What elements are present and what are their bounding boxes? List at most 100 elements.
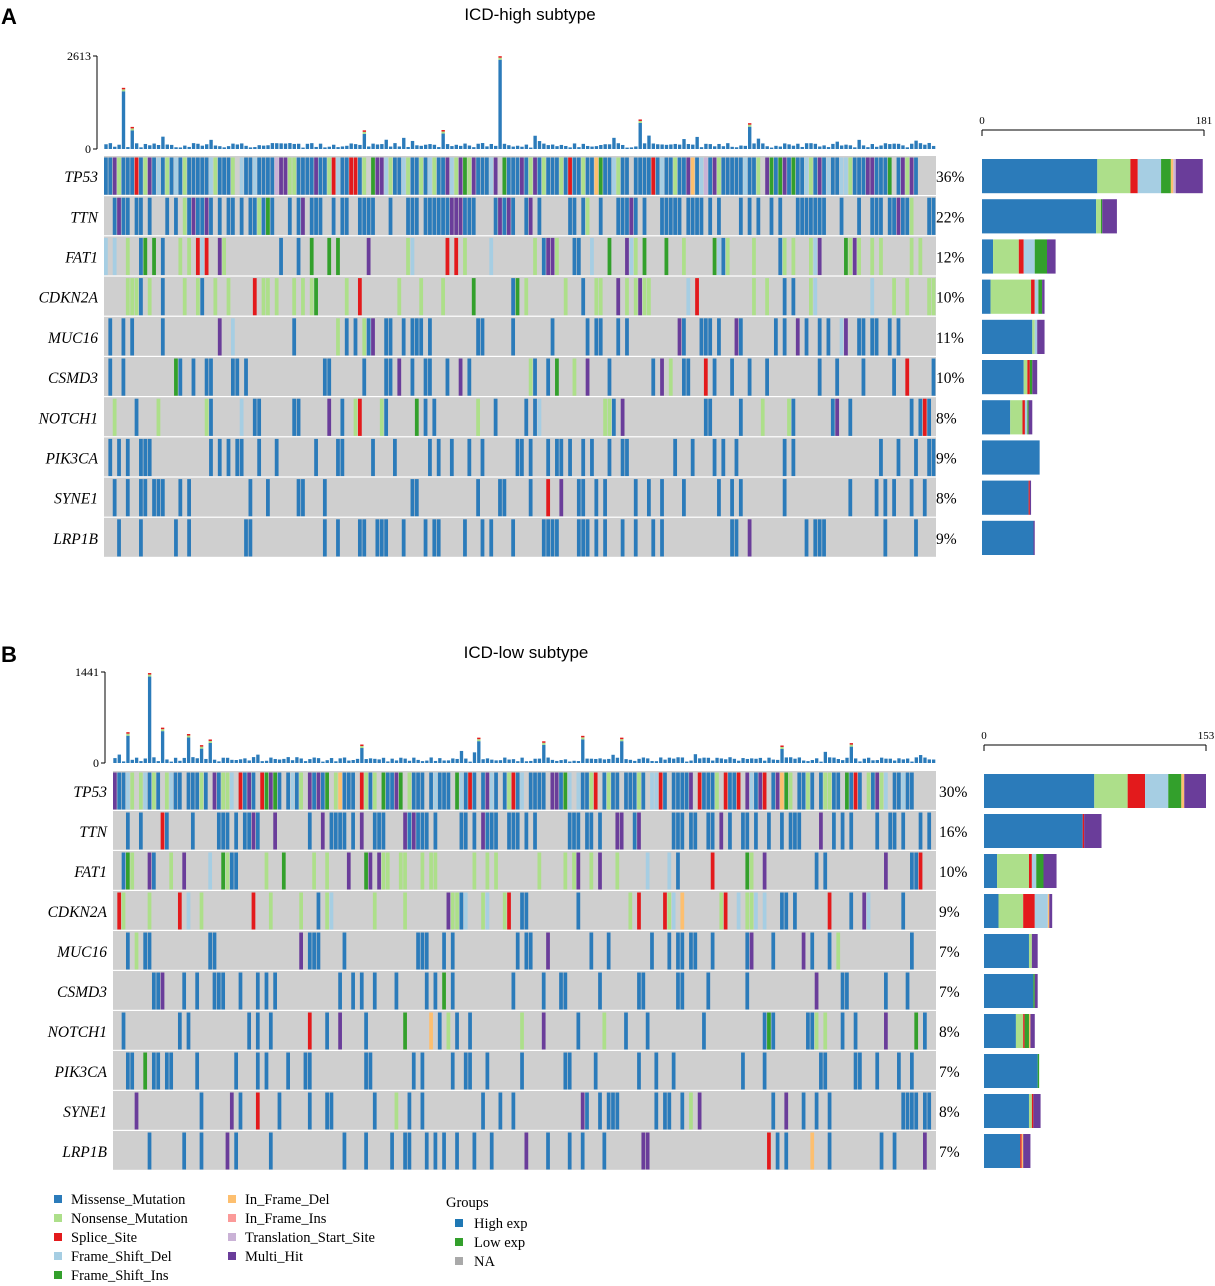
mutation-cell xyxy=(493,157,498,195)
mutation-cell xyxy=(238,1092,243,1130)
mutation-cell xyxy=(344,157,349,195)
mutation-cell xyxy=(397,358,402,396)
mutation-cell xyxy=(806,1012,810,1050)
mutation-cell xyxy=(436,438,441,477)
mutation-cell xyxy=(134,398,139,436)
tmb-bar xyxy=(861,145,866,149)
mutation-cell xyxy=(264,1052,269,1090)
mutation-cell xyxy=(502,197,507,235)
mutation-cell xyxy=(301,479,305,517)
mutation-cell xyxy=(585,772,589,810)
tmb-bar xyxy=(373,758,377,763)
mutation-cell xyxy=(283,157,288,195)
mutation-cell xyxy=(338,812,342,850)
tmb-bar xyxy=(248,147,253,149)
mutation-cell xyxy=(187,157,191,195)
mutation-cell xyxy=(130,1052,135,1090)
mutation-cell xyxy=(472,772,477,810)
tmb-bar xyxy=(524,761,529,763)
tmb-bar xyxy=(338,758,342,763)
gene-bar-segment xyxy=(1033,1094,1041,1128)
tmb-bar xyxy=(342,757,347,763)
mutation-cell xyxy=(528,197,533,235)
mutation-cell xyxy=(398,852,403,890)
mutation-cell xyxy=(762,1052,767,1090)
row-separator xyxy=(104,315,936,317)
tmb-bar xyxy=(612,137,616,149)
mutation-cell xyxy=(738,398,743,436)
mutation-cell xyxy=(581,278,586,316)
mutation-cell xyxy=(910,852,914,890)
mutation-cell xyxy=(550,157,555,195)
mutation-cell xyxy=(594,278,599,316)
tmb-bar xyxy=(386,761,390,763)
gene-bar-segment xyxy=(1033,974,1035,1008)
mutation-cell xyxy=(901,812,906,850)
mutation-cell xyxy=(791,398,796,436)
percent-label: 9% xyxy=(936,451,957,468)
mutation-cell xyxy=(767,1132,771,1170)
mutation-cell xyxy=(703,318,708,356)
gene-bar-segment xyxy=(982,360,1024,395)
tmb-bar xyxy=(888,758,892,763)
mutation-cell xyxy=(507,812,511,850)
mutation-cell xyxy=(814,852,819,890)
mutation-cell xyxy=(191,157,196,195)
tmb-bar xyxy=(647,135,651,149)
mutation-cell xyxy=(264,972,269,1010)
gene-bar-segment xyxy=(1029,480,1032,515)
tmb-bar xyxy=(240,143,244,149)
mutation-cell xyxy=(927,197,932,235)
mutation-cell xyxy=(190,812,195,850)
tmb-bar xyxy=(572,143,577,149)
mutation-cell xyxy=(563,157,568,195)
mutation-cell xyxy=(590,438,594,477)
mutation-cell xyxy=(717,197,721,235)
mutation-cell xyxy=(320,812,325,850)
tmb-bar xyxy=(388,146,393,149)
mutation-cell xyxy=(296,197,301,235)
mutation-cell xyxy=(589,932,594,970)
tmb-bar xyxy=(849,746,853,763)
mutation-cell xyxy=(432,157,437,195)
mutation-cell xyxy=(494,852,498,890)
mutation-cell xyxy=(625,197,629,235)
mutation-cell xyxy=(923,1092,927,1130)
mutation-cell xyxy=(817,519,822,557)
mutation-cell xyxy=(546,1132,550,1170)
mutation-cell xyxy=(346,852,351,890)
tmb-bar xyxy=(503,757,507,763)
tmb-bar xyxy=(148,145,152,149)
tmb-bar xyxy=(673,143,677,149)
mutation-cell xyxy=(316,772,321,810)
mutation-cell xyxy=(147,1132,152,1170)
mutation-cell xyxy=(590,157,594,195)
tmb-bar xyxy=(282,758,286,763)
mutation-cell xyxy=(234,852,239,890)
mutation-cell xyxy=(424,1132,429,1170)
tmb-bar xyxy=(325,760,329,763)
mutation-cell xyxy=(752,157,756,195)
mutation-cell xyxy=(225,1132,230,1170)
tmb-bar xyxy=(767,757,771,763)
mutation-cell xyxy=(455,1132,459,1170)
gene-bar-segment xyxy=(1096,199,1101,234)
row-separator xyxy=(104,516,936,518)
mutation-cell xyxy=(445,237,450,276)
mutation-cell xyxy=(857,157,861,195)
tmb-bar xyxy=(550,144,555,149)
mutation-cell xyxy=(139,519,143,557)
mutation-cell xyxy=(112,479,117,517)
mutation-cell xyxy=(909,398,914,436)
tmb-bar xyxy=(914,757,918,763)
mutation-cell xyxy=(327,157,332,195)
row-separator xyxy=(113,929,936,931)
tmb-bar xyxy=(797,757,802,763)
mutation-cell xyxy=(730,479,734,517)
mutation-cell xyxy=(606,772,611,810)
mutation-cell xyxy=(372,972,377,1010)
mutation-cell xyxy=(410,197,415,235)
mutation-cell xyxy=(762,852,767,890)
mutation-cell xyxy=(870,157,875,195)
mutation-cell xyxy=(682,237,686,276)
